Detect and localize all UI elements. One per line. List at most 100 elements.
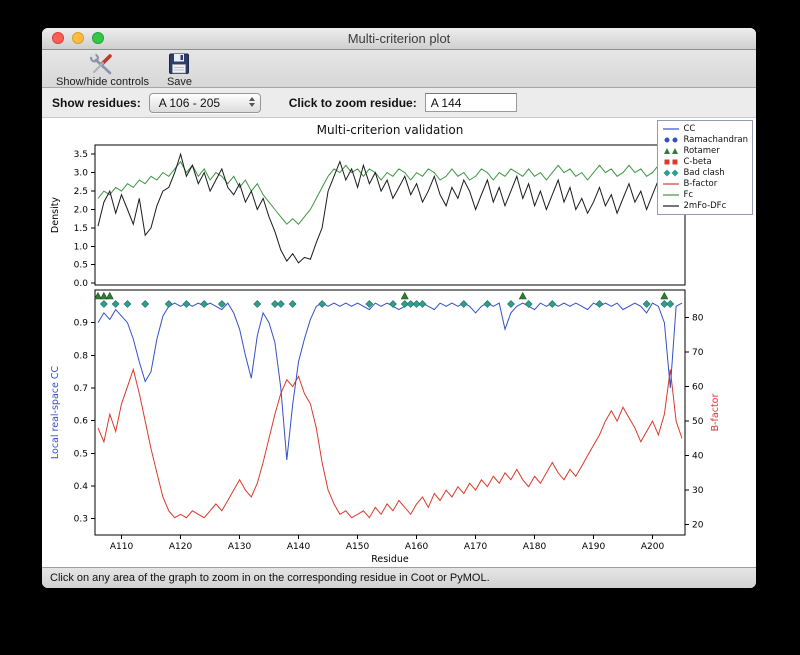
svg-text:A190: A190 [582,542,606,552]
svg-text:50: 50 [692,417,704,427]
legend-label: B-factor [683,179,718,189]
controls-row: Show residues: A 106 - 205 Click to zoom… [42,88,756,118]
bad-clash-marker [418,300,427,308]
legend-item: Fc [662,190,748,200]
window-title: Multi-criterion plot [347,31,451,46]
fc-line [97,160,683,225]
zoom-residue-input[interactable] [424,93,517,112]
rotamer-marker [99,291,108,300]
legend-symbol-circles [662,136,680,144]
bad-clash-marker [164,300,173,308]
zoom-residue-label: Click to zoom residue: [288,95,417,110]
rotamer-marker [518,291,527,300]
svg-text:80: 80 [692,314,704,324]
save-button[interactable]: Save [161,52,198,88]
legend-label: CC [683,124,696,134]
toolbar: Show/hide controls Save [42,50,756,88]
bad-clash-marker [365,300,374,308]
legend-item: Ramachandran [662,135,748,145]
legend-symbol-triangles [662,147,680,155]
legend-label: 2mFo-DFc [683,201,727,211]
svg-text:0.3: 0.3 [74,515,88,525]
svg-text:0.0: 0.0 [74,279,89,289]
svg-text:A200: A200 [641,542,665,552]
svg-text:60: 60 [692,383,704,393]
legend-symbol-line [662,191,680,199]
titlebar[interactable]: Multi-criterion plot [42,28,756,50]
svg-text:A160: A160 [405,542,429,552]
svg-text:70: 70 [692,348,704,358]
bad-clash-marker [459,300,468,308]
bad-clash-marker [123,300,132,308]
bad-clash-marker [400,300,409,308]
legend-label: C-beta [683,157,712,167]
svg-text:0.5: 0.5 [74,261,88,271]
residue-range-select[interactable]: A 106 - 205 [148,92,261,113]
svg-text:0.8: 0.8 [74,351,89,361]
legend-item: 2mFo-DFc [662,201,748,211]
show-hide-controls-button[interactable]: Show/hide controls [50,52,155,88]
save-icon [169,53,190,74]
zoom-window-button[interactable] [92,32,104,44]
legend-symbol-line [662,125,680,133]
bad-clash-marker [200,300,209,308]
bad-clash-marker [524,300,533,308]
bad-clash-marker [253,300,262,308]
status-text: Click on any area of the graph to zoom i… [50,572,490,584]
legend-symbol-diamonds [662,169,680,177]
minimize-button[interactable] [72,32,84,44]
legend-item: B-factor [662,179,748,189]
bad-clash-marker [318,300,327,308]
bad-clash-marker [642,300,651,308]
bad-clash-marker [483,300,492,308]
bad-clash-marker [412,300,421,308]
bad-clash-marker [182,300,191,308]
legend-symbol-squares [662,158,680,166]
show-residues-label: Show residues: [52,95,141,110]
svg-text:A140: A140 [287,542,311,552]
svg-text:A130: A130 [228,542,252,552]
legend-symbol-line [662,202,680,210]
2mfo-dfc-line [97,152,683,264]
bad-clash-marker [660,300,669,308]
figure-area[interactable]: 0.0 0.5 1.0 1.5 2.0 2.5 3.0 3.5 0.3 0.4 0.5 0.6 0.7 0… [42,118,756,567]
bad-clash-marker [99,300,108,308]
svg-text:A180: A180 [523,542,547,552]
b-factor-line [97,367,683,519]
plot-canvas[interactable]: 0.0 0.5 1.0 1.5 2.0 2.5 3.0 3.5 0.3 0.4 0.5 0.6 0.7 0… [42,118,756,567]
svg-text:Local real-space CC: Local real-space CC [50,366,61,460]
close-button[interactable] [52,32,64,44]
legend-label: Bad clash [683,168,725,178]
rotamer-marker [93,291,102,300]
bad-clash-marker [271,300,279,308]
svg-text:0.6: 0.6 [74,417,89,427]
rotamer-marker [105,291,114,300]
bad-clash-marker [276,300,285,308]
svg-text:A150: A150 [346,542,370,552]
residue-range-value: A 106 - 205 [158,95,221,110]
legend-symbol-line [662,180,680,188]
svg-text:A120: A120 [169,542,193,552]
popup-arrows-icon [248,96,255,107]
traffic-lights [52,32,104,44]
legend-item: C-beta [662,157,748,167]
svg-text:1.0: 1.0 [74,242,89,252]
bad-clash-marker [595,300,604,308]
svg-text:0.4: 0.4 [74,482,89,492]
svg-text:3.5: 3.5 [74,150,88,160]
bad-clash-marker [406,300,415,308]
bad-clash-marker [288,300,297,308]
bad-clash-marker [389,300,397,308]
bad-clash-marker [111,300,120,308]
legend-label: Ramachandran [683,135,748,145]
svg-text:3.0: 3.0 [74,169,89,179]
tools-icon [90,53,113,75]
legend-label: Fc [683,190,693,200]
svg-text:1.5: 1.5 [74,224,88,234]
legend-label: Rotamer [683,146,720,156]
svg-text:B-factor: B-factor [710,394,721,432]
status-bar: Click on any area of the graph to zoom i… [42,567,756,588]
svg-text:Residue: Residue [371,554,409,565]
legend-item: CC [662,124,748,134]
